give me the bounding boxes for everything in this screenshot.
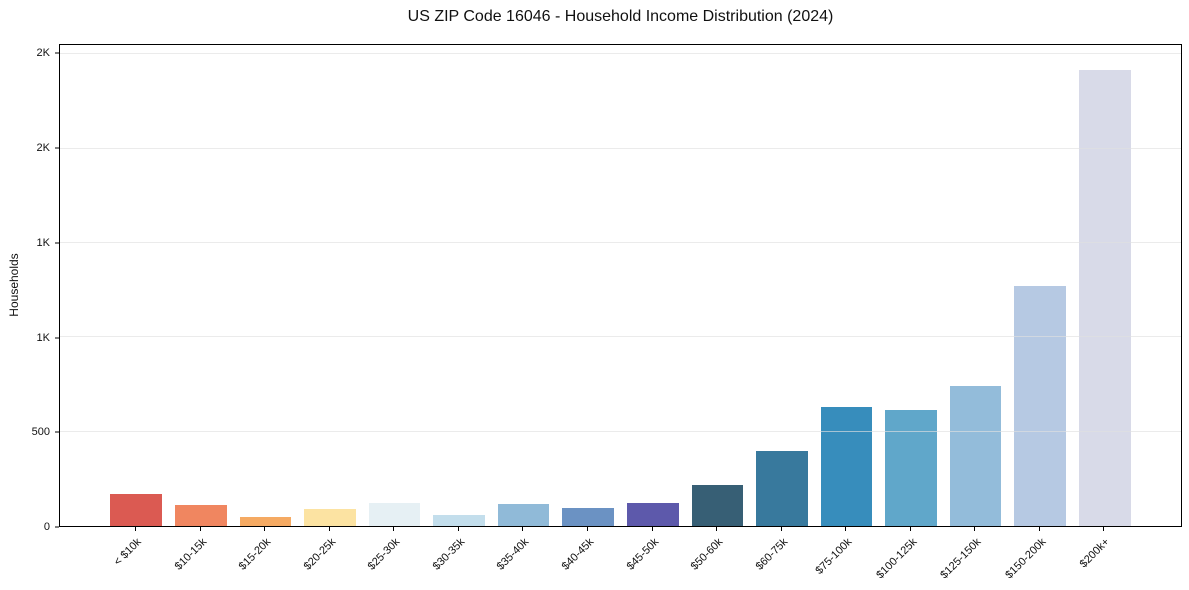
x-tick-label: $200k+ [1077, 536, 1112, 571]
x-tick-mark [781, 527, 782, 531]
bar [626, 503, 679, 526]
bar-slot [814, 45, 879, 526]
y-tick-mark [55, 337, 59, 339]
x-tick-mark [458, 527, 459, 531]
y-tick-mark [55, 147, 59, 149]
chart-title: US ZIP Code 16046 - Household Income Dis… [407, 8, 834, 25]
x-tick-mark [135, 527, 136, 531]
bar-slot [1008, 45, 1073, 526]
x-tick-label: $75-100k [813, 536, 854, 577]
y-tick-mark [55, 52, 59, 54]
x-tick-mark [716, 527, 717, 531]
bar [820, 407, 873, 526]
bar-slot [169, 45, 234, 526]
y-tick-mark [55, 526, 59, 528]
x-tick-label: $15-20k [236, 536, 273, 573]
bar [949, 386, 1002, 526]
y-tick-label: 2K [36, 142, 50, 155]
bar [175, 505, 227, 526]
bar [885, 409, 937, 526]
bar-slot [879, 45, 944, 526]
bar-slot [556, 45, 621, 526]
x-tick-mark [974, 527, 975, 531]
bar-slot [427, 45, 492, 526]
bar [433, 515, 485, 526]
bar [691, 484, 744, 526]
bar-slot [104, 45, 169, 526]
x-tick-mark [200, 527, 201, 531]
x-tick-mark [587, 527, 588, 531]
x-tick-mark [845, 527, 846, 531]
x-tick-label: $20-25k [301, 536, 338, 573]
x-tick-label: $25-30k [365, 536, 402, 573]
bar [1078, 70, 1131, 526]
bar [756, 450, 808, 526]
bars-container [60, 45, 1181, 526]
bar-slot [750, 45, 815, 526]
bar [239, 516, 292, 526]
x-tick-label: $125-150k [937, 536, 983, 582]
bar-slot [362, 45, 427, 526]
x-tick-label: $60-75k [753, 536, 790, 573]
bar-slot [233, 45, 298, 526]
x-tick-mark [1103, 527, 1104, 531]
x-axis-ticks: < $10k $10-15k $15-20k $20-25k $25-30k $30-35… [59, 527, 1182, 589]
x-tick-label: $35-40k [494, 536, 531, 573]
bar [368, 503, 421, 526]
x-tick-label: $10-15k [172, 536, 209, 573]
x-tick-mark [329, 527, 330, 531]
x-tick-mark [264, 527, 265, 531]
y-tick-label: 500 [31, 426, 50, 439]
bar [497, 503, 550, 526]
y-tick-mark [55, 242, 59, 244]
y-tick-mark [55, 431, 59, 433]
bar [562, 508, 615, 526]
y-tick-label: 0 [43, 521, 50, 533]
plot-area [59, 44, 1182, 527]
bar-slot [943, 45, 1008, 526]
x-tick-label: $100-125k [873, 536, 919, 582]
x-tick-mark [1039, 527, 1040, 531]
bar [110, 493, 163, 526]
bar-slot [298, 45, 363, 526]
x-tick-label: $40-45k [559, 536, 596, 573]
y-axis-ticks: 0 500 1K 1K 2K 2K [0, 44, 59, 533]
x-tick-label: $30-35k [430, 536, 467, 573]
bar-slot [1072, 45, 1137, 526]
x-tick-mark [393, 527, 394, 531]
x-tick-label: $150-200k [1002, 536, 1048, 582]
x-tick-mark [910, 527, 911, 531]
bar-slot [491, 45, 556, 526]
bar-slot [685, 45, 750, 526]
y-tick-label: 1K [36, 236, 50, 249]
x-tick-mark [522, 527, 523, 531]
x-tick-label: $50-60k [688, 536, 725, 573]
x-tick-mark [652, 527, 653, 531]
x-tick-label: $45-50k [624, 536, 661, 573]
y-tick-label: 1K [36, 331, 50, 344]
bar-slot [621, 45, 686, 526]
bar [1014, 286, 1066, 526]
bar [304, 509, 356, 526]
x-tick-label: < $10k [111, 536, 144, 569]
y-tick-label: 2K [36, 47, 50, 60]
